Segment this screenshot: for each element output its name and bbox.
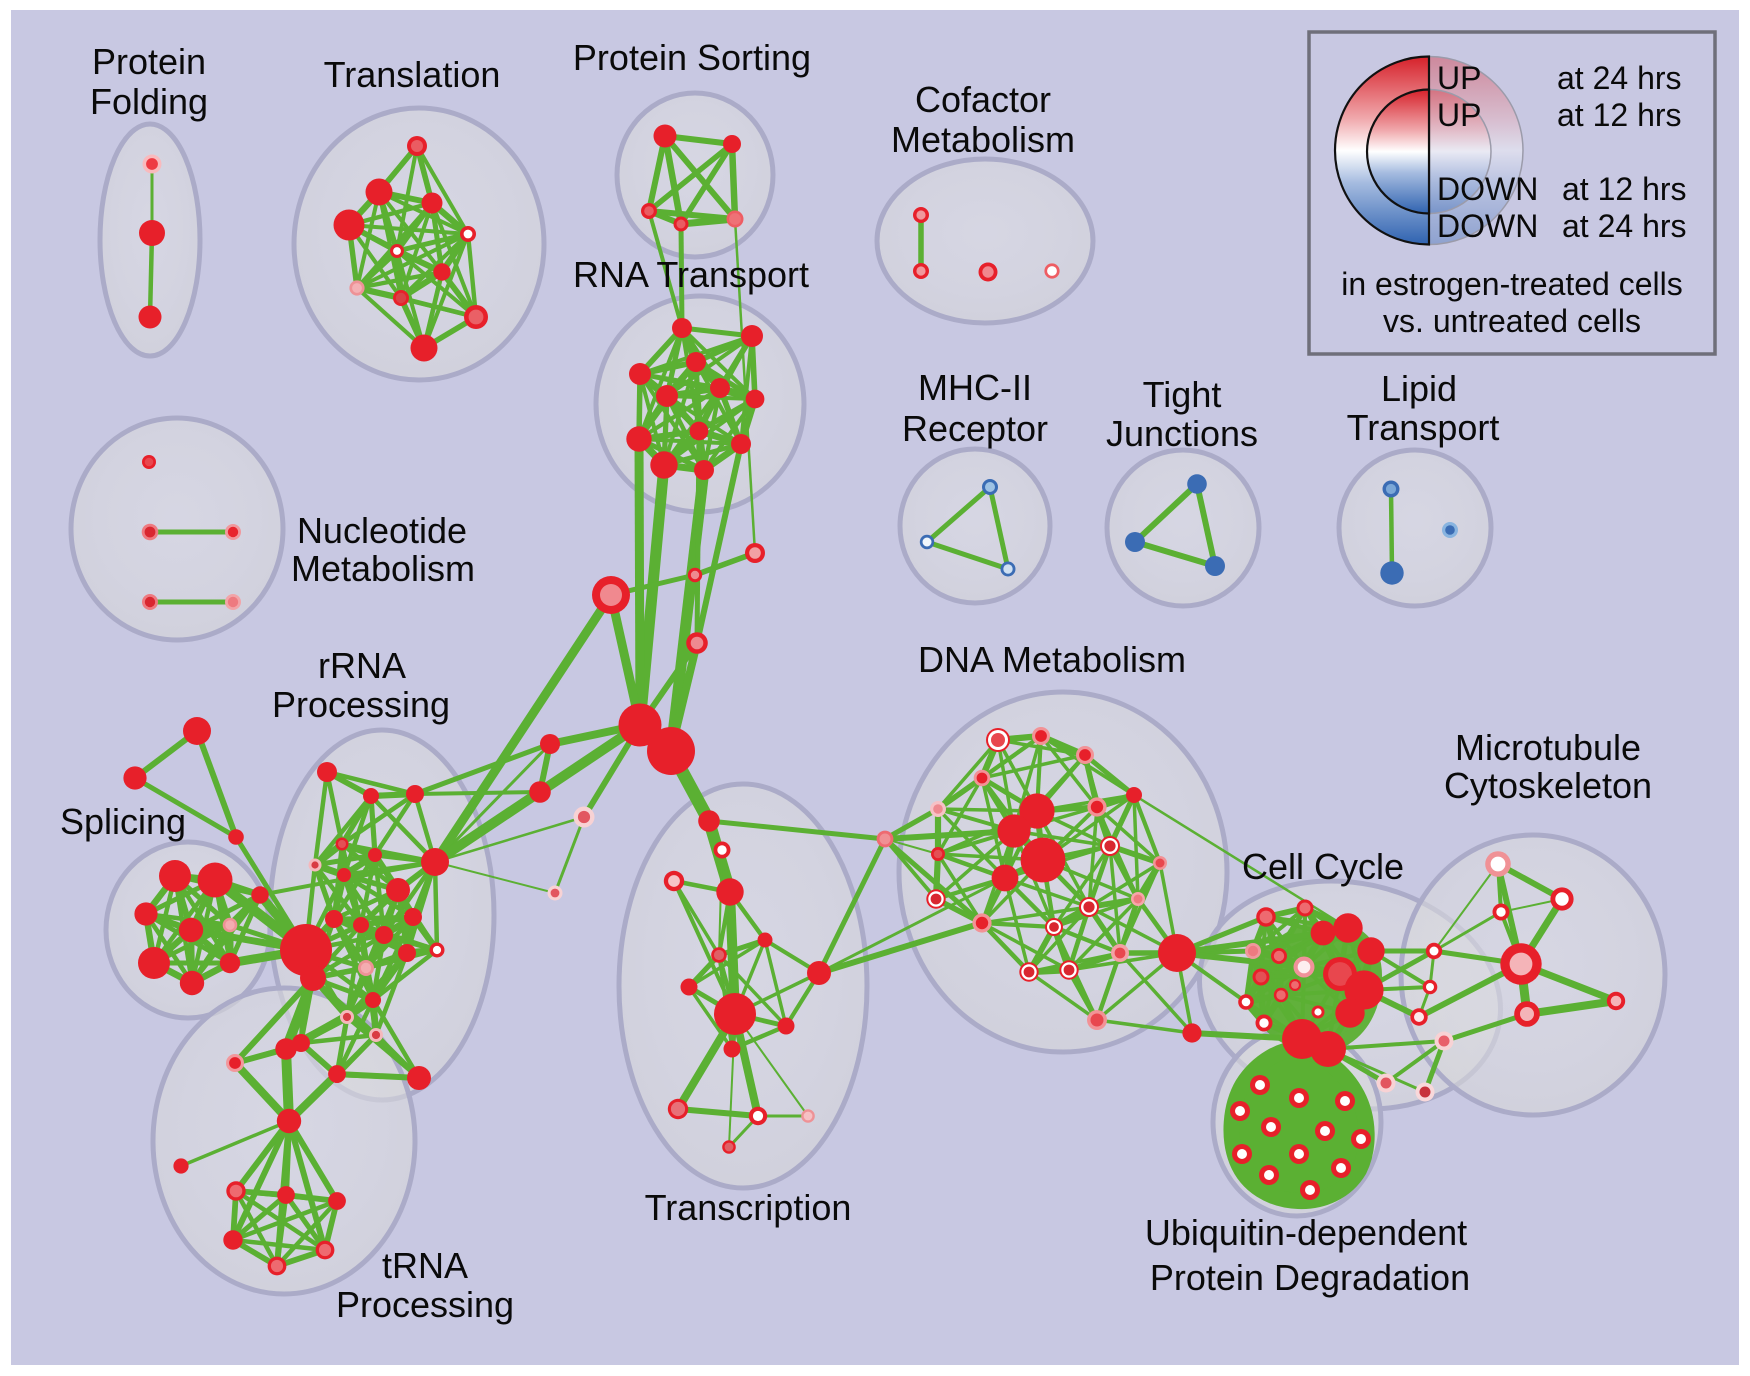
svg-text:Processing: Processing [336, 1284, 514, 1325]
svg-text:Transcription: Transcription [645, 1187, 852, 1228]
svg-text:Translation: Translation [324, 54, 501, 95]
svg-text:Ubiquitin-dependent: Ubiquitin-dependent [1145, 1212, 1467, 1253]
svg-text:Receptor: Receptor [902, 408, 1048, 449]
svg-text:in estrogen-treated cells: in estrogen-treated cells [1341, 266, 1683, 302]
svg-text:Microtubule: Microtubule [1455, 727, 1641, 768]
svg-text:at 12 hrs: at 12 hrs [1557, 97, 1682, 133]
svg-text:UP: UP [1437, 97, 1481, 133]
svg-text:Protein: Protein [92, 41, 206, 82]
svg-text:Protein Degradation: Protein Degradation [1150, 1257, 1470, 1298]
svg-text:DNA Metabolism: DNA Metabolism [918, 639, 1186, 680]
svg-text:Metabolism: Metabolism [891, 119, 1075, 160]
svg-text:Cofactor: Cofactor [915, 79, 1051, 120]
svg-text:DOWN: DOWN [1437, 208, 1538, 244]
svg-text:MHC-II: MHC-II [918, 367, 1032, 408]
svg-text:Cytoskeleton: Cytoskeleton [1444, 765, 1652, 806]
svg-text:Protein Sorting: Protein Sorting [573, 37, 811, 78]
svg-text:at 12 hrs: at 12 hrs [1562, 171, 1687, 207]
svg-text:Nucleotide: Nucleotide [297, 510, 467, 551]
svg-text:vs. untreated cells: vs. untreated cells [1383, 303, 1641, 339]
svg-text:rRNA: rRNA [318, 645, 406, 686]
svg-text:Metabolism: Metabolism [291, 548, 475, 589]
svg-text:at 24 hrs: at 24 hrs [1557, 60, 1682, 96]
svg-text:Splicing: Splicing [60, 801, 186, 842]
svg-text:at 24 hrs: at 24 hrs [1562, 208, 1687, 244]
svg-text:DOWN: DOWN [1437, 171, 1538, 207]
svg-text:Tight: Tight [1143, 374, 1222, 415]
svg-text:Folding: Folding [90, 81, 208, 122]
svg-text:Transport: Transport [1347, 407, 1500, 448]
svg-text:Processing: Processing [272, 684, 450, 725]
svg-text:UP: UP [1437, 60, 1481, 96]
svg-text:Cell Cycle: Cell Cycle [1242, 846, 1404, 887]
svg-text:Lipid: Lipid [1381, 368, 1457, 409]
svg-text:RNA Transport: RNA Transport [573, 254, 809, 295]
svg-text:tRNA: tRNA [382, 1245, 468, 1286]
svg-text:Junctions: Junctions [1106, 413, 1258, 454]
